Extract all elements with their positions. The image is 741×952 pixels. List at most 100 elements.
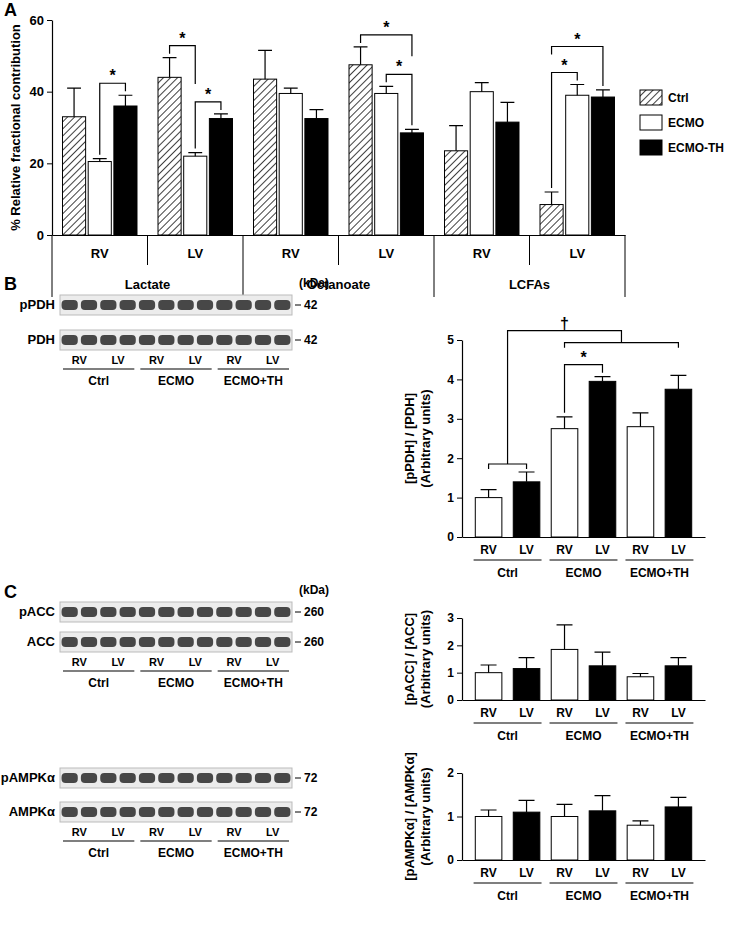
bar — [63, 117, 86, 235]
blot-band — [158, 773, 174, 783]
x-tick-label: LV — [519, 543, 533, 557]
group-label: LCFAs — [509, 277, 550, 292]
y-tick: 3 — [447, 412, 462, 426]
blot-band — [81, 335, 97, 345]
lane-label: RV — [149, 826, 165, 838]
error-bar — [405, 129, 419, 133]
row-label: AMPKα — [9, 804, 55, 819]
x-axis: RVLVRVLVRVLV — [463, 538, 706, 557]
error-bar — [670, 375, 686, 389]
x-tick: LV — [595, 706, 609, 720]
marker-label: 72 — [304, 805, 318, 819]
significance-label: * — [383, 19, 390, 36]
y-axis: 0123 — [447, 611, 462, 707]
x-tick: LV — [595, 866, 609, 880]
blot-band — [236, 335, 252, 345]
marker-label: 42 — [304, 298, 318, 312]
x-tick: RV — [556, 706, 572, 720]
error-bar — [119, 95, 133, 106]
bar — [470, 92, 493, 235]
legend: CtrlECMOECMO-TH — [640, 90, 724, 155]
significance-label: * — [109, 67, 116, 84]
blot-band — [197, 300, 213, 310]
significance-label: * — [580, 349, 587, 366]
significance-label: * — [561, 57, 568, 74]
plot-area — [63, 47, 615, 235]
y-tick-mark — [457, 537, 462, 538]
group-label: Ctrl — [497, 889, 518, 903]
bar — [349, 65, 372, 235]
y-tick: 2 — [447, 766, 462, 780]
x-tick: RV — [282, 246, 300, 261]
blot-band — [139, 773, 155, 783]
blot-band — [139, 607, 155, 617]
bar — [540, 205, 563, 235]
lane-label: LV — [189, 354, 203, 366]
group-underline — [63, 368, 134, 369]
category-separator — [434, 235, 435, 297]
error-bar — [557, 625, 573, 650]
row-label: pACC — [19, 604, 56, 619]
y-tick-mark — [47, 235, 52, 236]
y-tick-mark — [47, 163, 52, 164]
y-tick-label: 1 — [447, 491, 454, 505]
x-tick-label: RV — [473, 246, 491, 261]
blot-band — [274, 807, 290, 817]
group-label: ECMO — [158, 676, 194, 690]
y-axis-line — [52, 21, 53, 236]
marker-dash — [295, 340, 301, 341]
annotations: ******* — [100, 19, 603, 188]
y-tick-mark — [457, 700, 462, 701]
significance-label: * — [205, 86, 212, 103]
group-underline — [550, 882, 618, 883]
y-tick: 20 — [30, 156, 52, 171]
y-tick: 0 — [447, 853, 462, 867]
x-tick-label: LV — [595, 866, 609, 880]
category-separator — [529, 235, 530, 265]
panel-label: C — [4, 582, 17, 602]
x-tick-label: LV — [671, 706, 685, 720]
lane-label: RV — [149, 354, 165, 366]
x-tick-label: RV — [556, 543, 572, 557]
y-tick-mark — [457, 498, 462, 499]
unit-label: (kDa) — [299, 583, 329, 597]
bar — [591, 97, 614, 235]
error-bar — [310, 110, 324, 119]
blot-band — [100, 300, 116, 310]
y-tick-mark — [457, 860, 462, 861]
blot-band — [120, 807, 136, 817]
bracket — [361, 35, 412, 56]
group-label: ECMO — [158, 374, 194, 388]
blot-band — [255, 807, 271, 817]
error-bar — [67, 88, 81, 117]
bar — [589, 381, 616, 537]
bracket — [552, 47, 603, 86]
lane-label: LV — [189, 656, 203, 668]
x-tick-label: RV — [556, 866, 572, 880]
bar — [627, 427, 654, 537]
blot-band — [62, 773, 78, 783]
blot-band — [62, 335, 78, 345]
group-underline — [218, 670, 289, 671]
error-bar — [570, 85, 584, 96]
bracket — [552, 73, 578, 189]
group-underline — [474, 882, 542, 883]
blot-band — [255, 300, 271, 310]
y-tick-mark — [457, 645, 462, 646]
bar-chart: 012345RVLVRVLVRVLVCtrlECMOECMO+TH[pPDH] … — [402, 333, 706, 580]
x-tick-label: RV — [480, 543, 496, 557]
group-label: Lactate — [125, 277, 171, 292]
group-label: ECMO+TH — [630, 889, 689, 903]
y-tick-label: 0 — [447, 853, 454, 867]
category-separator — [625, 235, 626, 297]
y-tick-mark — [457, 618, 462, 619]
group-label: ECMO — [566, 889, 602, 903]
bar — [551, 429, 578, 537]
bar — [627, 825, 654, 860]
blot-band — [274, 637, 290, 647]
blot-band — [236, 807, 252, 817]
x-axis-line — [463, 860, 706, 861]
marker-label: 260 — [304, 635, 324, 649]
bracket — [508, 331, 622, 464]
bar — [665, 807, 692, 860]
